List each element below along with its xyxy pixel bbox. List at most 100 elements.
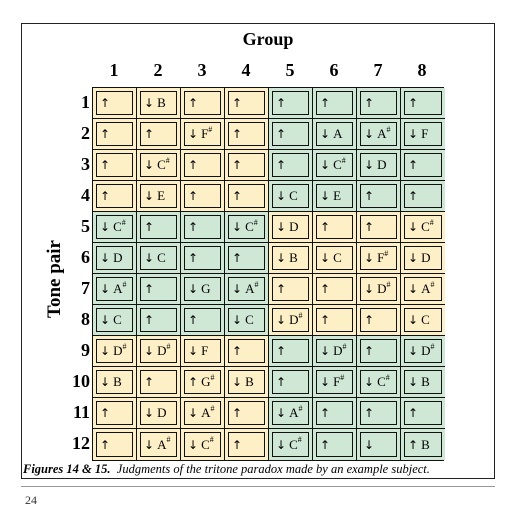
tone-pair-header-8: 8 — [81, 309, 90, 329]
arrow-up-icon: ↑ — [232, 96, 243, 110]
judgment-cell: ↑ — [225, 150, 269, 181]
judgment-cell: ↓ B — [401, 367, 445, 398]
judgment-cell: ↑ — [401, 398, 445, 429]
pitch-class-label: A — [333, 126, 343, 141]
judgment-cell-content: ↓ C — [96, 308, 133, 332]
judgment-cell: ↓ B — [93, 367, 137, 398]
judgment-cell: ↑ — [225, 119, 269, 150]
judgment-cell-content: ↓ D — [272, 215, 309, 239]
judgment-cell-content: ↓ D# — [360, 277, 397, 301]
judgment-cell-content: ↓ F — [404, 122, 442, 146]
judgment-cell-content: ↑ — [316, 215, 353, 239]
judgment-cell: ↑ — [313, 398, 357, 429]
arrow-down-icon: ↓ — [144, 437, 155, 452]
judgment-cell-content: ↓ A# — [96, 277, 133, 301]
pitch-class-label: C — [113, 312, 122, 327]
arrow-down-icon: ↓ — [144, 189, 155, 203]
pitch-class-label: D# — [421, 341, 435, 358]
arrow-up-icon: ↑ — [276, 96, 287, 110]
arrow-down-icon: ↓ — [144, 158, 155, 172]
arrow-up-icon: ↑ — [232, 189, 243, 203]
judgment-cell-content: ↓ E — [316, 184, 353, 208]
judgment-cell-content: ↑ — [360, 184, 397, 208]
judgment-cell-content: ↑ — [228, 432, 265, 457]
judgment-cell: ↑ — [401, 150, 445, 181]
judgment-cell: ↑ — [181, 212, 225, 243]
pitch-class-label: G — [201, 281, 211, 296]
judgment-cell-content: ↑ — [272, 339, 309, 363]
pitch-class-label: D# — [333, 341, 347, 358]
judgment-cell: ↓ D# — [137, 336, 181, 367]
judgment-cell: ↓ C — [225, 305, 269, 336]
judgment-cell-content: ↑ — [184, 153, 221, 177]
judgment-cell-content: ↓ F# — [360, 246, 397, 270]
judgment-cell-content: ↑ — [184, 91, 221, 115]
pitch-class-label: C# — [377, 372, 390, 389]
arrow-down-icon: ↓ — [408, 313, 419, 327]
arrow-down-icon: ↓ — [188, 282, 199, 296]
judgment-cell-content: ↓ B — [404, 370, 442, 394]
judgment-cell-content: ↑ — [404, 153, 442, 177]
judgment-cell-content: ↑ G# — [184, 370, 221, 394]
arrow-down-icon: ↓ — [276, 220, 287, 234]
judgment-cell: ↑ — [225, 429, 269, 460]
judgment-cell: ↓ A# — [137, 429, 181, 460]
judgment-cell: ↓ C — [269, 181, 313, 212]
arrow-up-icon: ↑ — [144, 313, 155, 327]
pitch-class-label: D — [289, 219, 299, 234]
judgment-cell: ↑ — [357, 305, 401, 336]
judgment-cell-content: ↓ A# — [184, 401, 221, 425]
arrow-down-icon: ↓ — [320, 189, 331, 203]
arrow-down-icon: ↓ — [144, 406, 155, 420]
arrow-down-icon: ↓ — [188, 437, 199, 452]
tone-pair-header-7: 7 — [81, 278, 90, 298]
judgment-cell-content: ↓ B — [140, 91, 177, 115]
arrow-down-icon: ↓ — [276, 437, 287, 452]
judgment-grid: ↑ ↓ B ↑ ↑ ↑ ↑ ↑ ↑ ↑ ↑ ↓ F# ↑ ↑ ↓ A ↓ A# ↓ F ↑ ↓ C# ↑ ↑ ↑ ↓ C# ↓ D ↑ ↑ ↓ E ↑… — [92, 87, 445, 461]
judgment-cell: ↓ B — [225, 367, 269, 398]
judgment-cell-content: ↑ — [316, 432, 353, 457]
pitch-class-label: A# — [157, 435, 171, 452]
judgment-cell-content: ↑ — [316, 401, 353, 425]
judgment-cell-content: ↓ F# — [184, 122, 221, 146]
judgment-cell: ↓ C — [137, 243, 181, 274]
judgment-cell: ↑ B — [401, 429, 445, 460]
arrow-down-icon: ↓ — [100, 251, 111, 265]
judgment-cell-content: ↑ — [316, 277, 353, 301]
pitch-class-label: A# — [113, 279, 127, 296]
arrow-down-icon: ↓ — [188, 127, 199, 141]
group-header-7: 7 — [373, 60, 383, 80]
arrow-down-icon: ↓ — [276, 313, 287, 327]
judgment-cell: ↓ C# — [225, 212, 269, 243]
arrow-up-icon: ↑ — [188, 189, 199, 203]
arrow-down-icon: ↓ — [364, 251, 375, 265]
judgment-cell-content: ↓ F — [184, 339, 221, 363]
pitch-class-label: B — [421, 436, 430, 452]
arrow-down-icon: ↓ — [408, 282, 419, 296]
pitch-class-label: D — [421, 250, 431, 265]
judgment-cell-content: ↑ B — [404, 432, 442, 457]
judgment-cell-content: ↓ D# — [404, 339, 442, 363]
arrow-up-icon: ↑ — [232, 158, 243, 172]
arrow-up-icon: ↑ — [364, 406, 375, 420]
arrow-down-icon: ↓ — [100, 313, 111, 327]
arrow-down-icon: ↓ — [276, 406, 287, 420]
judgment-cell: ↓ C# — [93, 212, 137, 243]
judgment-cell-content: ↓ C# — [228, 215, 265, 239]
judgment-cell-content: ↑ — [404, 401, 442, 425]
pitch-class-label: A# — [289, 403, 303, 420]
judgment-cell: ↓ A — [313, 119, 357, 150]
arrow-up-icon: ↑ — [100, 437, 111, 452]
judgment-cell-content: ↓ D — [96, 246, 133, 270]
arrow-up-icon: ↑ — [188, 251, 199, 265]
arrow-down-icon: ↓ — [364, 282, 375, 296]
judgment-cell-content: ↑ — [272, 370, 309, 394]
group-header-4: 4 — [241, 60, 251, 80]
arrow-down-icon: ↓ — [188, 344, 199, 358]
judgment-cell: ↑ — [313, 212, 357, 243]
arrow-down-icon: ↓ — [364, 158, 375, 172]
pitch-class-label: C — [289, 188, 298, 203]
tone-pair-header-10: 10 — [72, 371, 90, 391]
judgment-cell-content: ↑ — [316, 308, 353, 332]
judgment-cell-content: ↑ — [184, 215, 221, 239]
